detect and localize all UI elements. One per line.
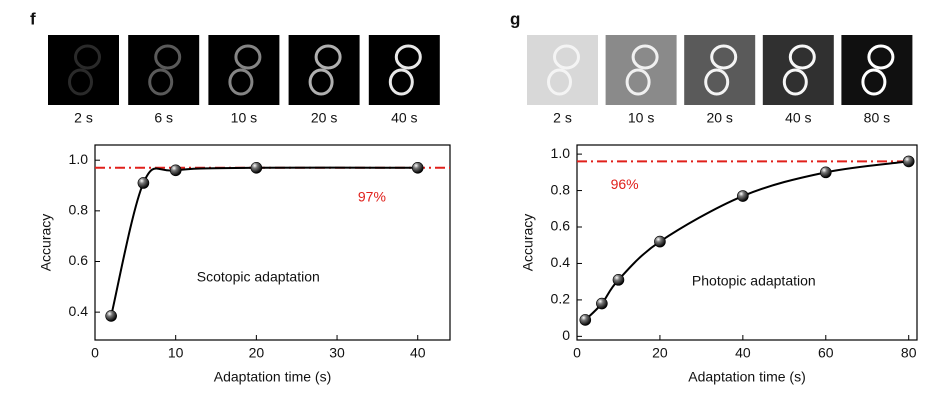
data-point xyxy=(250,161,263,174)
digit-stroke xyxy=(388,68,414,96)
thumbnail-caption: 10 s xyxy=(231,110,257,126)
reference-label: 97% xyxy=(358,188,386,204)
reference-label: 96% xyxy=(611,176,639,192)
digit-stroke xyxy=(788,44,816,70)
digit-stroke xyxy=(547,68,572,96)
y-axis-label: Accuracy xyxy=(520,214,536,272)
y-tick-label: 0.4 xyxy=(69,303,89,319)
data-point xyxy=(902,155,915,168)
digit-stroke xyxy=(782,68,808,96)
data-point xyxy=(137,177,150,189)
y-tick-label: 0.4 xyxy=(551,254,571,270)
y-axis-label: Accuracy xyxy=(38,214,54,272)
thumbnail-caption: 20 s xyxy=(311,110,337,126)
y-tick-label: 1.0 xyxy=(69,151,89,167)
digit-stroke xyxy=(308,68,334,96)
digit-stroke xyxy=(154,44,182,70)
digit-stroke xyxy=(148,68,174,96)
data-point xyxy=(579,314,592,326)
x-tick-label: 40 xyxy=(410,345,426,361)
digit-stroke xyxy=(631,44,659,70)
panel-label: f xyxy=(30,9,36,28)
digit-stroke xyxy=(228,68,254,96)
digit-stroke xyxy=(553,44,580,70)
plot-frame xyxy=(94,144,451,341)
x-tick-label: 10 xyxy=(168,345,184,361)
y-tick-label: 0.8 xyxy=(551,181,571,197)
thumbnail-caption: 10 s xyxy=(628,110,654,126)
data-point xyxy=(169,164,182,177)
x-tick-label: 0 xyxy=(573,345,581,361)
x-tick-label: 20 xyxy=(652,345,668,361)
thumbnail-caption: 20 s xyxy=(706,110,732,126)
thumbnail-caption: 80 s xyxy=(864,110,890,126)
digit-stroke xyxy=(234,44,262,70)
x-tick-label: 80 xyxy=(901,345,917,361)
x-axis-label: Adaptation time (s) xyxy=(214,369,332,385)
data-point xyxy=(596,297,608,310)
digit-stroke xyxy=(68,68,93,96)
thumbnail-caption: 40 s xyxy=(785,110,811,126)
digit-stroke xyxy=(867,44,895,70)
annotation: Scotopic adaptation xyxy=(197,269,320,285)
data-point xyxy=(411,161,424,174)
y-tick-label: 0.2 xyxy=(551,291,571,307)
digit-stroke xyxy=(74,44,101,70)
digit-stroke xyxy=(314,44,342,70)
panel-label: g xyxy=(510,9,520,28)
y-tick-label: 0.6 xyxy=(69,252,89,268)
y-tick-label: 0.6 xyxy=(551,218,571,234)
digit-stroke xyxy=(861,68,887,96)
digit-stroke xyxy=(710,44,738,70)
x-tick-label: 60 xyxy=(818,345,834,361)
x-tick-label: 40 xyxy=(735,345,751,361)
digit-stroke xyxy=(704,68,730,96)
digit-stroke xyxy=(625,68,651,96)
y-tick-label: 1.0 xyxy=(551,145,571,161)
x-tick-label: 20 xyxy=(249,345,265,361)
data-point xyxy=(819,166,832,179)
thumbnail-caption: 40 s xyxy=(391,110,417,126)
data-point xyxy=(612,274,625,286)
digit-stroke xyxy=(394,44,422,70)
x-tick-label: 0 xyxy=(91,345,99,361)
data-point xyxy=(737,190,749,202)
thumbnail-caption: 6 s xyxy=(154,110,173,126)
y-tick-label: 0 xyxy=(562,327,570,343)
y-tick-label: 0.8 xyxy=(69,202,89,218)
thumbnail-caption: 2 s xyxy=(553,110,572,126)
x-axis-label: Adaptation time (s) xyxy=(688,369,806,385)
thumbnail-caption: 2 s xyxy=(74,110,93,126)
data-point xyxy=(654,235,666,248)
data-point xyxy=(105,310,117,322)
x-tick-label: 30 xyxy=(329,345,345,361)
plot-frame xyxy=(576,144,918,341)
annotation: Photopic adaptation xyxy=(692,273,816,289)
